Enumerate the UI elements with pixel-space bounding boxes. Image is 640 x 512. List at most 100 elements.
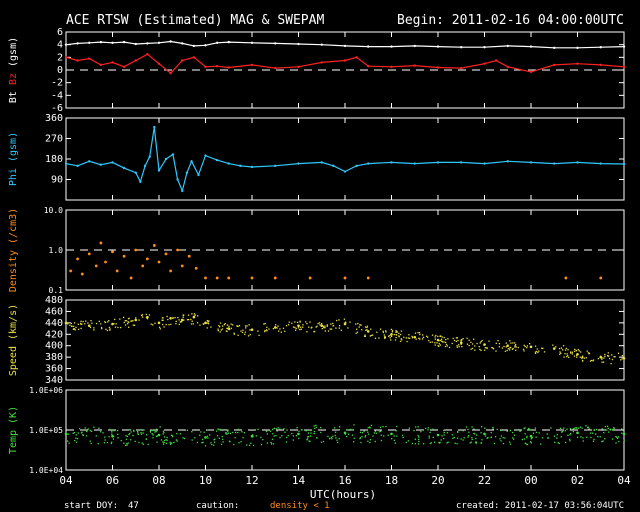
speed-texture-dot xyxy=(326,325,328,327)
speed-texture-dot xyxy=(179,321,182,323)
temp-texture-dot xyxy=(67,440,69,442)
speed-texture-dot xyxy=(182,314,185,317)
temp-texture-dot xyxy=(359,437,362,439)
density-y-tick-label: 1.0 xyxy=(49,246,64,255)
temp-texture-dot xyxy=(597,435,599,438)
temp-texture-dot xyxy=(140,433,143,435)
speed-texture-dot xyxy=(236,325,239,327)
speed-texture-dot xyxy=(141,314,144,316)
speed-texture-dot xyxy=(170,323,172,325)
temp-texture-dot xyxy=(601,428,603,430)
speed-texture-dot xyxy=(305,321,307,323)
temp-texture-dot xyxy=(108,436,110,438)
speed-texture-dot xyxy=(611,358,614,361)
temp-texture-dot xyxy=(284,431,286,433)
speed-point xyxy=(529,345,533,349)
bt-point xyxy=(460,46,463,49)
temp-texture-dot xyxy=(387,434,389,436)
speed-texture-dot xyxy=(497,339,499,342)
temp-texture-dot xyxy=(576,436,579,438)
phi-y-tick-label: 90 xyxy=(51,175,63,186)
temp-texture-dot xyxy=(140,431,142,434)
temp-texture-dot xyxy=(613,427,615,429)
speed-texture-dot xyxy=(221,325,224,327)
speed-texture-dot xyxy=(272,328,275,330)
phi-point xyxy=(76,164,79,168)
phi-point xyxy=(157,169,161,172)
speed-texture-dot xyxy=(419,338,421,340)
bt-point xyxy=(367,45,370,48)
temp-texture-dot xyxy=(86,430,88,433)
temp-texture-dot xyxy=(527,429,529,431)
speed-texture-dot xyxy=(528,343,531,345)
bt-point xyxy=(343,44,347,48)
temp-texture-dot xyxy=(152,437,154,439)
temp-point xyxy=(483,432,486,436)
temp-texture-dot xyxy=(255,435,258,437)
temp-texture-dot xyxy=(414,438,417,440)
phi-point xyxy=(250,165,254,169)
temp-texture-dot xyxy=(191,439,193,441)
temp-texture-dot xyxy=(593,429,595,431)
temp-texture-dot xyxy=(291,432,293,435)
speed-texture-dot xyxy=(199,324,201,326)
speed-texture-dot xyxy=(206,319,209,322)
density-y-axis-label-part: Density (/cm3) xyxy=(8,208,19,292)
speed-texture-dot xyxy=(187,314,190,316)
bt-point xyxy=(204,44,207,47)
speed-texture-dot xyxy=(498,346,501,348)
speed-texture-dot xyxy=(474,345,476,347)
bt-point xyxy=(169,40,172,43)
temp-texture-dot xyxy=(361,432,364,434)
speed-texture-dot xyxy=(226,324,229,326)
speed-texture-dot xyxy=(109,328,111,330)
speed-texture-dot xyxy=(366,329,368,331)
speed-texture-dot xyxy=(355,323,357,325)
temp-texture-dot xyxy=(305,430,307,432)
x-tick-label: 00 xyxy=(524,474,537,487)
speed-texture-dot xyxy=(323,327,325,329)
speed-texture-dot xyxy=(276,327,278,329)
speed-texture-dot xyxy=(526,346,528,349)
speed-texture-dot xyxy=(87,322,89,324)
speed-texture-dot xyxy=(384,335,386,338)
temp-texture-dot xyxy=(165,442,168,444)
temp-point xyxy=(576,431,579,435)
speed-texture-dot xyxy=(601,357,603,359)
temp-texture-dot xyxy=(523,438,525,440)
temp-texture-dot xyxy=(569,434,571,436)
temp-texture-dot xyxy=(111,441,113,443)
temp-texture-dot xyxy=(322,440,325,443)
bz-point xyxy=(227,66,230,69)
temp-texture-dot xyxy=(338,429,340,431)
speed-texture-dot xyxy=(246,325,248,327)
phi-point xyxy=(185,171,189,174)
speed-texture-dot xyxy=(399,340,402,343)
temp-texture-dot xyxy=(85,435,88,437)
temp-texture-dot xyxy=(349,428,352,431)
temp-texture-dot xyxy=(338,437,340,440)
temp-texture-dot xyxy=(480,432,482,434)
bz-line xyxy=(65,53,625,75)
temp-texture-dot xyxy=(260,436,262,439)
temp-texture-dot xyxy=(462,439,464,441)
speed-texture-dot xyxy=(73,322,76,324)
phi-point xyxy=(134,171,137,174)
temp-texture-dot xyxy=(307,435,310,438)
speed-texture-dot xyxy=(564,349,567,351)
speed-texture-dot xyxy=(570,351,572,353)
density-point xyxy=(94,264,98,268)
speed-texture-dot xyxy=(592,360,594,362)
speed-texture-dot xyxy=(534,352,537,354)
speed-texture-dot xyxy=(486,346,488,349)
temp-texture-dot xyxy=(363,430,365,432)
bz-point xyxy=(157,62,161,65)
speed-texture-dot xyxy=(191,320,193,322)
speed-texture-dot xyxy=(113,323,115,325)
temp-texture-dot xyxy=(295,435,298,437)
speed-texture-dot xyxy=(581,356,583,358)
temp-texture-dot xyxy=(417,443,420,445)
temp-texture-dot xyxy=(117,437,119,439)
speed-texture-dot xyxy=(466,343,469,345)
speed-texture-dot xyxy=(321,327,323,330)
